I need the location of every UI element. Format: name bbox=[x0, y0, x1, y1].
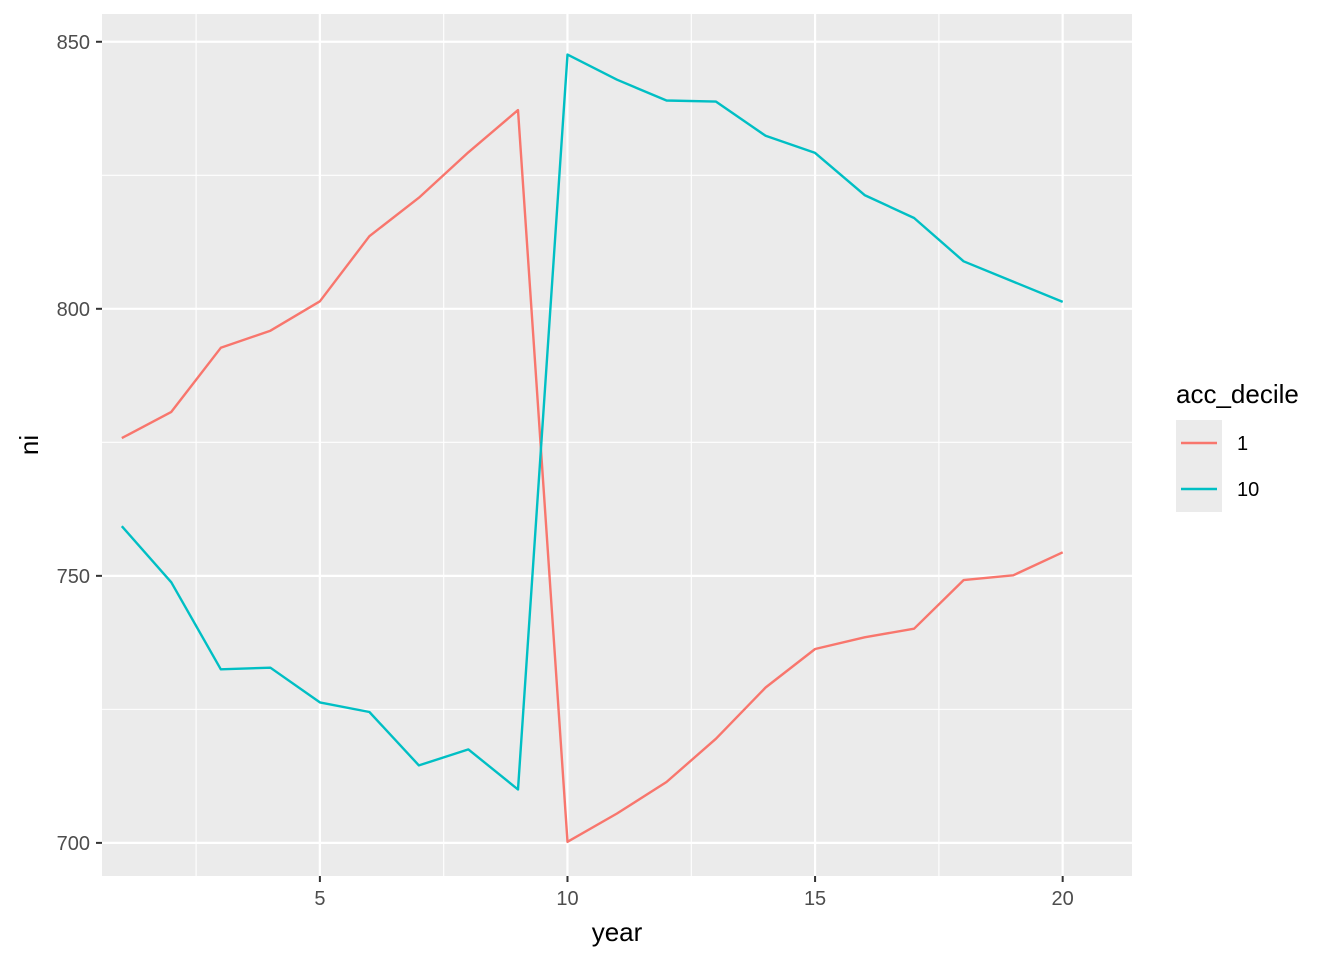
x-tick-label: 15 bbox=[804, 888, 826, 910]
x-tick-label: 10 bbox=[556, 888, 578, 910]
plot-panel bbox=[102, 14, 1132, 876]
series-lines bbox=[120, 53, 1064, 843]
legend-item-10: 10 bbox=[1176, 466, 1259, 512]
legend-label: 1 bbox=[1237, 433, 1248, 455]
minor-gridlines bbox=[102, 14, 1132, 876]
y-axis: 700 750 800 850 bbox=[57, 32, 102, 855]
x-tick-label: 20 bbox=[1052, 888, 1074, 910]
y-tick-label: 800 bbox=[57, 299, 90, 321]
y-tick-label: 700 bbox=[57, 833, 90, 855]
legend-title: acc_decile bbox=[1176, 379, 1299, 409]
series-line-10 bbox=[120, 53, 1064, 791]
legend-item-1: 1 bbox=[1176, 420, 1248, 466]
x-axis: 5 10 15 20 bbox=[314, 876, 1074, 910]
y-tick-label: 750 bbox=[57, 566, 90, 588]
y-tick-label: 850 bbox=[57, 32, 90, 54]
major-gridlines bbox=[102, 14, 1132, 876]
series-line-1 bbox=[121, 108, 1064, 843]
y-axis-title: ni bbox=[14, 435, 44, 455]
legend-label: 10 bbox=[1237, 479, 1259, 501]
legend: acc_decile 1 10 bbox=[1176, 379, 1299, 512]
x-tick-label: 5 bbox=[314, 888, 325, 910]
x-axis-title: year bbox=[592, 917, 643, 947]
